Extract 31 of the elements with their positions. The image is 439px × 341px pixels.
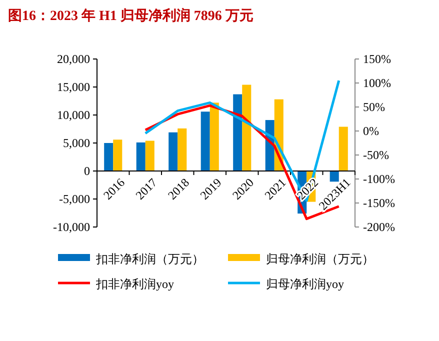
bar: [200, 112, 210, 171]
legend-label: 扣非净利润（万元）: [95, 252, 204, 266]
bar: [338, 126, 348, 171]
y-tick-label: 10,000: [57, 108, 90, 122]
y-tick-label: 20,000: [57, 52, 90, 66]
y-tick-label: -10,000: [53, 220, 90, 234]
y2-tick-label: 50%: [363, 100, 385, 114]
y2-tick-label: -50%: [363, 148, 389, 162]
bar: [136, 142, 146, 171]
chart-title: 图16：2023 年 H1 归母净利润 7896 万元: [8, 7, 254, 24]
y2-tick-label: 0%: [363, 124, 379, 138]
y2-tick-label: 100%: [363, 76, 391, 90]
bar: [210, 102, 219, 171]
bar: [104, 143, 114, 171]
bar: [168, 132, 178, 171]
y2-tick-label: 150%: [363, 52, 391, 66]
y-tick-label: 15,000: [57, 80, 90, 94]
bar: [145, 140, 154, 171]
legend-label: 归母净利润yoy: [266, 277, 344, 291]
y-tick-label: 5,000: [63, 136, 90, 150]
y2-tick-label: -150%: [363, 196, 395, 210]
legend-label: 归母净利润（万元）: [266, 252, 374, 266]
y-tick-label: 0: [84, 164, 90, 178]
bar: [242, 84, 252, 171]
y-tick-label: -5,000: [59, 192, 90, 206]
bar: [178, 128, 187, 171]
bar: [233, 94, 242, 171]
y2-tick-label: -200%: [363, 220, 395, 234]
bar: [113, 140, 122, 171]
y2-tick-label: -100%: [363, 172, 395, 186]
legend-label: 扣非净利润yoy: [95, 277, 174, 291]
